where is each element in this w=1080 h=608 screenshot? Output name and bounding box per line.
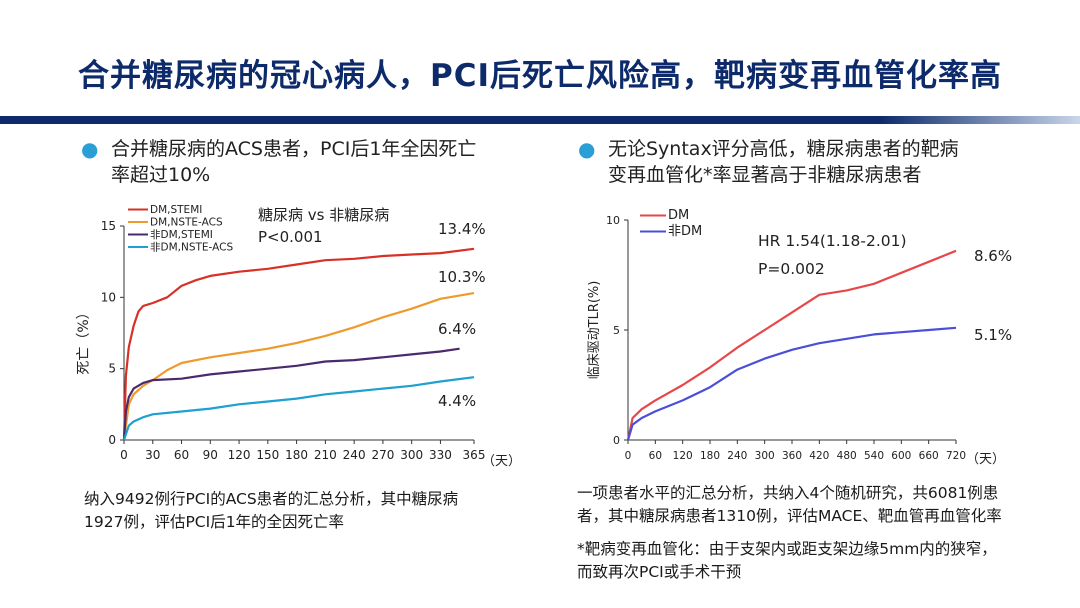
left-bullet-line1: 合并糖尿病的ACS患者，PCI后1年全因死亡 <box>111 138 477 160</box>
left-chart-legend-label: DM,NSTE-ACS <box>150 217 223 229</box>
right-chart-x-unit-label: （天） <box>966 452 1005 467</box>
bullet-dot-icon: ● <box>578 137 596 161</box>
right-footnote-study: 一项患者水平的汇总分析，共纳入4个随机研究，共6081例患 者，其中糖尿病患者1… <box>577 482 1067 528</box>
left-chart-x-tick-label: 300 <box>400 448 423 462</box>
left-chart-x-tick-label: 210 <box>314 448 337 462</box>
right-bullet-line2: 变再血管化*率显著高于非糖尿病患者 <box>608 164 922 186</box>
right-chart-x-tick-label: 600 <box>891 450 911 462</box>
left-chart-y-tick-label: 5 <box>108 362 116 376</box>
right-chart-x-tick-label: 420 <box>809 450 829 462</box>
right-chart-x-tick-label: 0 <box>625 450 632 462</box>
left-chart-y-tick-label: 10 <box>101 290 116 304</box>
bullet-dot-icon: ● <box>81 137 99 161</box>
left-chart-legend-label: 非DM,NSTE-ACS <box>150 242 233 254</box>
left-chart-series-end-label-0: 13.4% <box>438 220 486 238</box>
left-chart-x-tick-label: 180 <box>285 448 308 462</box>
left-chart-series-end-label-1: 10.3% <box>438 268 486 286</box>
right-chart-legend-label: 非DM <box>668 224 702 239</box>
right-chart-series-end-label-1: 5.1% <box>974 326 1012 344</box>
right-chart-y-tick-label: 5 <box>613 324 620 337</box>
left-chart-x-tick-label: 330 <box>429 448 452 462</box>
left-chart-x-tick-label: 240 <box>343 448 366 462</box>
left-chart-x-tick-label: 150 <box>256 448 279 462</box>
title-divider-fade <box>880 116 1080 124</box>
left-chart-series-line-0 <box>122 247 475 441</box>
slide-title: 合并糖尿病的冠心病人，PCI后死亡风险高，靶病变再血管化率高 <box>77 58 1002 94</box>
left-footnote-line2: 1927例，评估PCI后1年的全因死亡率 <box>84 513 345 531</box>
left-chart-series-end-label-2: 6.4% <box>438 320 476 338</box>
right-chart-annotation-line2: P=0.002 <box>758 260 825 278</box>
right-chart-x-tick-label: 660 <box>919 450 939 462</box>
left-chart-y-tick-label: 0 <box>108 433 116 447</box>
right-bullet-line1: 无论Syntax评分高低，糖尿病患者的靶病 <box>608 138 959 160</box>
left-chart-x-tick-label: 270 <box>371 448 394 462</box>
right-chart-x-tick-label: 480 <box>837 450 857 462</box>
right-chart-y-tick-label: 0 <box>613 434 620 447</box>
right-chart-x-tick-label: 120 <box>673 450 693 462</box>
right-chart-x-tick-label: 720 <box>946 450 966 462</box>
right-bullet: ● 无论Syntax评分高低，糖尿病患者的靶病 变再血管化*率显著高于非糖尿病患… <box>578 136 1028 188</box>
left-footnote-line1: 纳入9492例行PCI的ACS患者的汇总分析，其中糖尿病 <box>84 490 459 508</box>
right-chart-series-line-1 <box>626 326 957 441</box>
left-chart-x-tick-label: 365 <box>463 448 486 462</box>
right-footnote1-line1: 一项患者水平的汇总分析，共纳入4个随机研究，共6081例患 <box>577 484 999 502</box>
left-chart-y-tick-label: 15 <box>101 219 116 233</box>
right-chart-y-tick-label: 10 <box>606 214 620 227</box>
left-chart-x-tick-label: 30 <box>145 448 160 462</box>
right-footnote1-line2: 者，其中糖尿病患者1310例，评估MACE、靶血管再血管化率 <box>577 507 1002 525</box>
right-chart-series-line-0 <box>626 249 957 441</box>
title-divider-bar <box>0 116 880 124</box>
right-footnote2-line1: *靶病变再血管化：由于支架内或距支架边缘5mm内的狭窄， <box>577 540 997 558</box>
left-chart-series-line-1 <box>122 292 475 441</box>
right-chart-x-tick-label: 240 <box>727 450 747 462</box>
left-chart-annotation-line1: 糖尿病 vs 非糖尿病 <box>258 206 389 224</box>
left-chart-legend-label: 非DM,STEMI <box>150 229 213 241</box>
left-bullet-line2: 率超过10% <box>111 164 211 186</box>
left-chart-x-tick-label: 0 <box>120 448 128 462</box>
right-footnote-definition: *靶病变再血管化：由于支架内或距支架边缘5mm内的狭窄， 而致再次PCI或手术干… <box>577 538 1067 584</box>
right-chart-x-tick-label: 300 <box>755 450 775 462</box>
left-bullet: ● 合并糖尿病的ACS患者，PCI后1年全因死亡 率超过10% <box>81 136 531 188</box>
left-chart-series-line-2 <box>122 347 460 441</box>
left-chart-series-end-label-3: 4.4% <box>438 392 476 410</box>
right-chart-x-tick-label: 360 <box>782 450 802 462</box>
left-chart-x-unit-label: （天） <box>482 454 521 469</box>
right-chart-annotation-line1: HR 1.54(1.18-2.01) <box>758 232 907 250</box>
right-footnote2-line2: 而致再次PCI或手术干预 <box>577 563 742 581</box>
right-chart-legend-label: DM <box>668 208 689 223</box>
right-chart-x-tick-label: 60 <box>649 450 662 462</box>
left-chart-x-tick-label: 90 <box>203 448 218 462</box>
right-chart-x-tick-label: 180 <box>700 450 720 462</box>
left-chart-legend-label: DM,STEMI <box>150 204 202 216</box>
left-chart-y-axis-label: 死亡（%） <box>76 305 92 374</box>
right-chart-y-axis-label: 临床驱动TLR(%) <box>587 281 602 380</box>
left-chart-series-line-3 <box>122 376 475 441</box>
left-chart-x-tick-label: 120 <box>228 448 251 462</box>
left-chart-x-tick-label: 60 <box>174 448 189 462</box>
right-chart-series-end-label-0: 8.6% <box>974 247 1012 265</box>
right-chart-x-tick-label: 540 <box>864 450 884 462</box>
left-footnote: 纳入9492例行PCI的ACS患者的汇总分析，其中糖尿病 1927例，评估PCI… <box>84 488 534 534</box>
left-chart-annotation-line2: P<0.001 <box>258 228 323 246</box>
